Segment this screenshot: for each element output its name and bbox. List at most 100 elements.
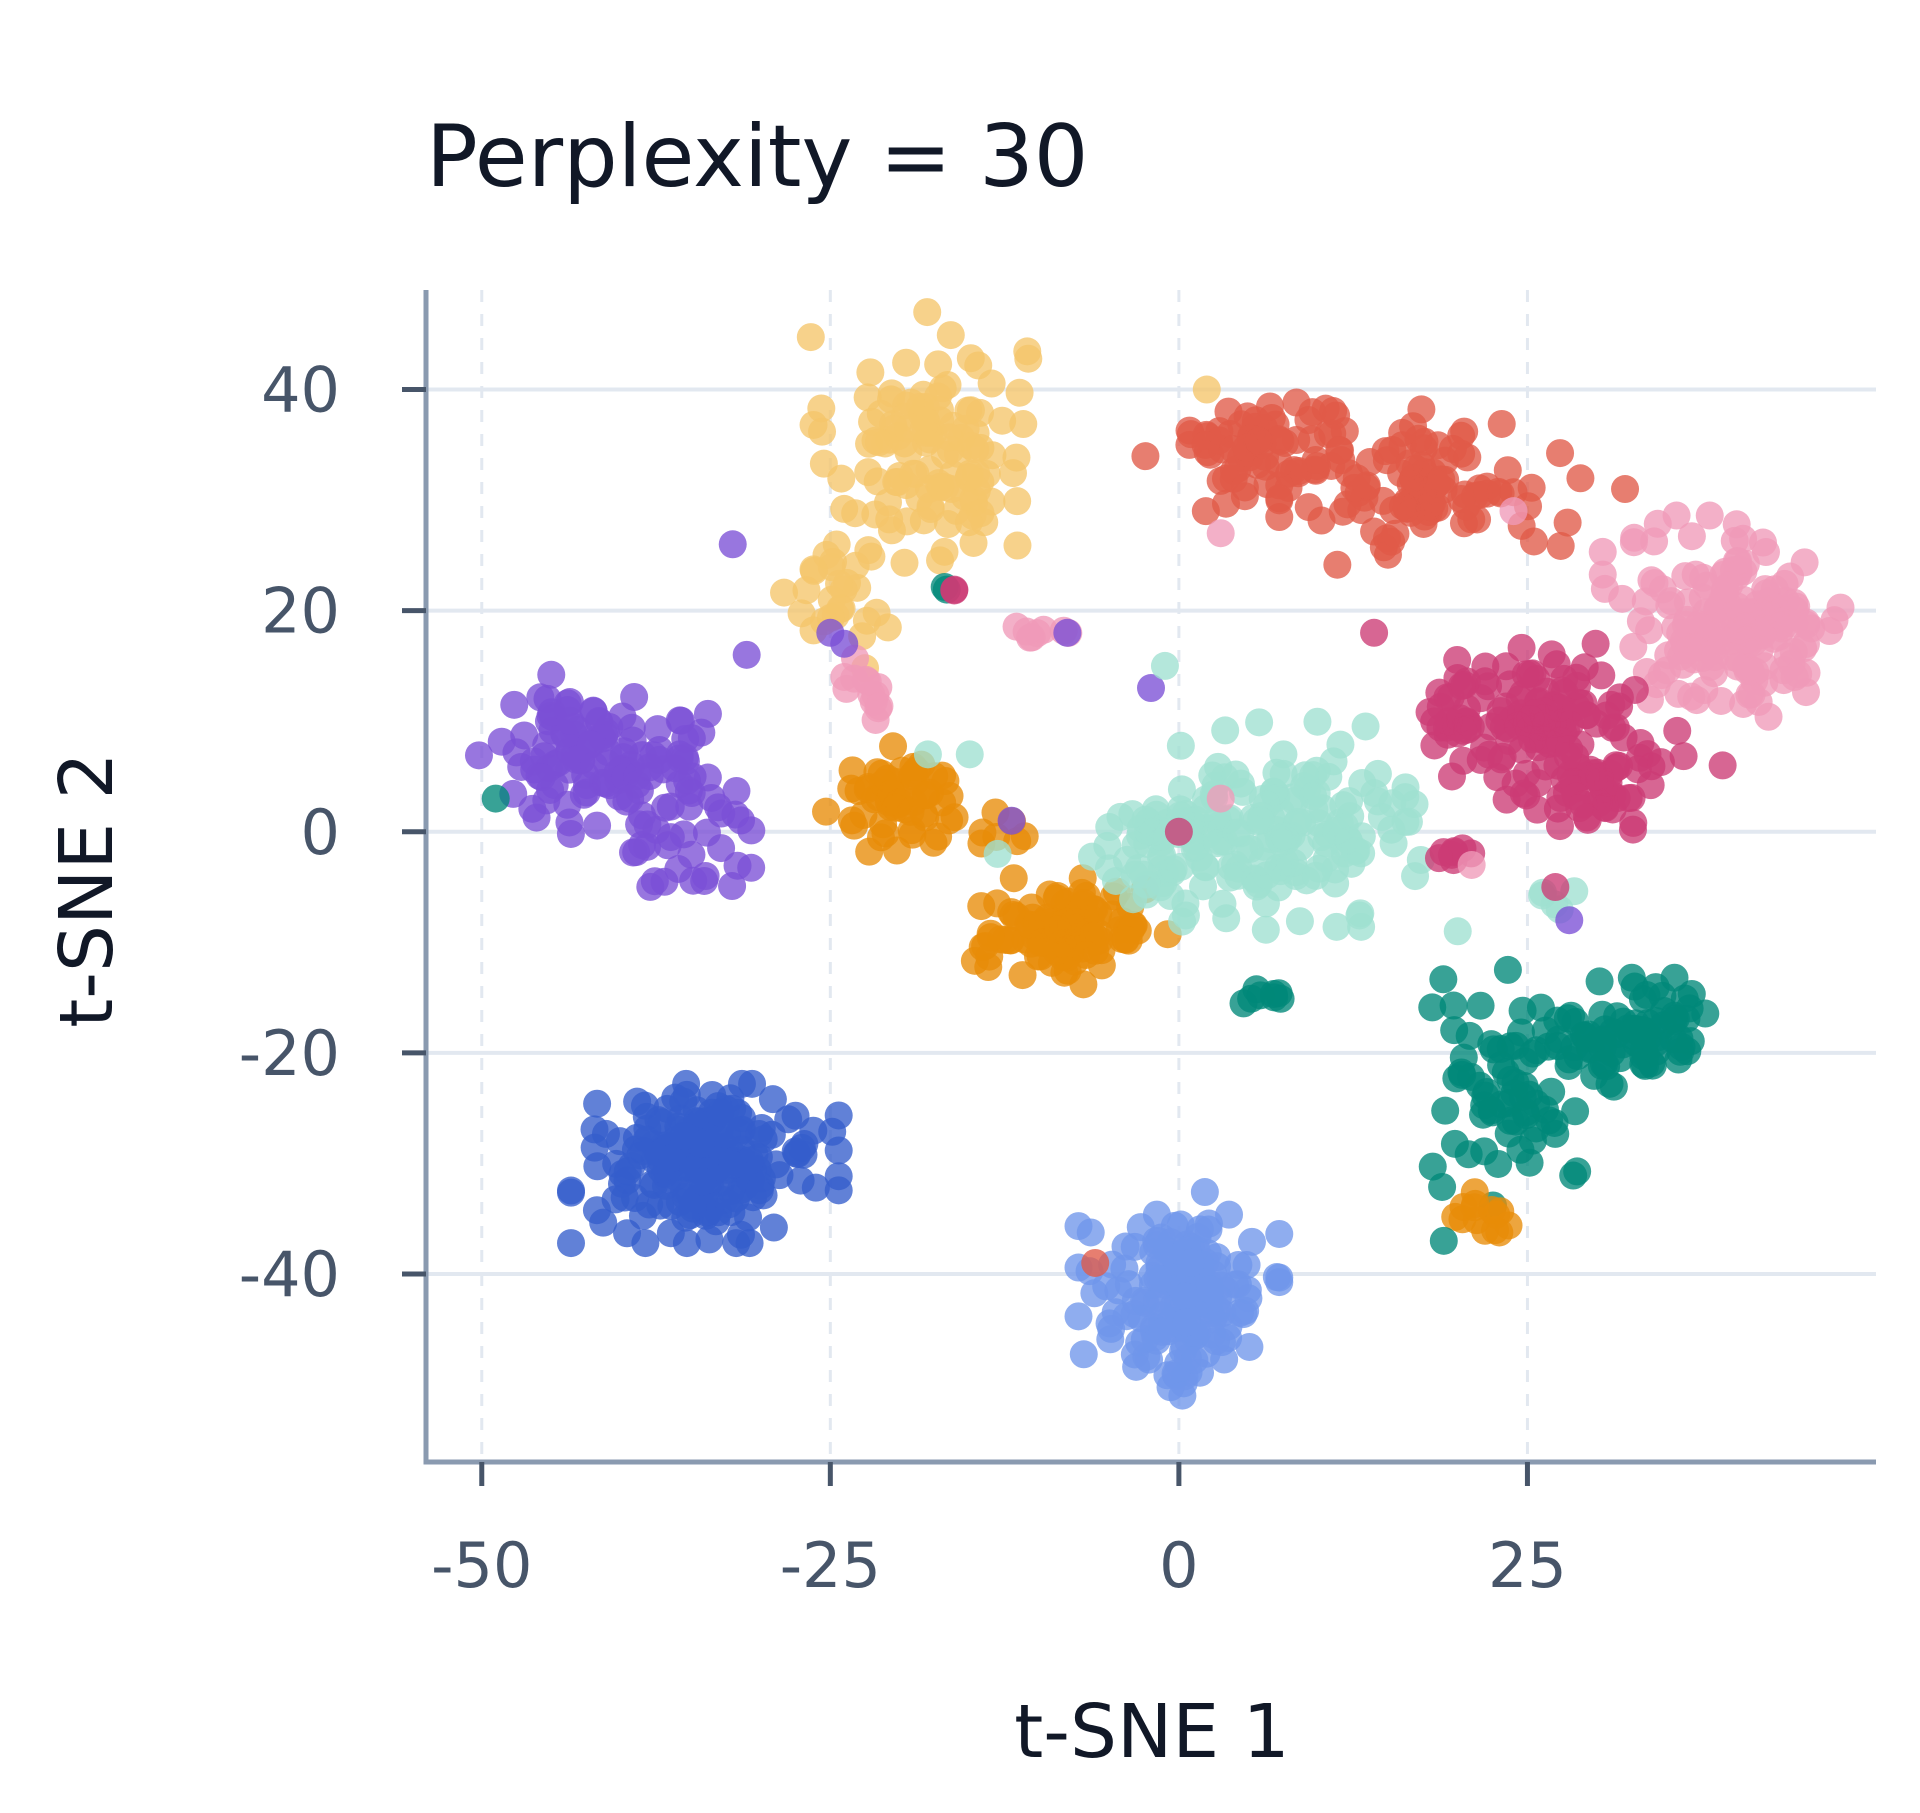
data-point (853, 667, 882, 696)
data-point (1206, 519, 1235, 548)
data-point (732, 640, 761, 669)
data-point (1695, 501, 1724, 530)
data-point (1507, 633, 1536, 662)
data-point (1190, 1178, 1219, 1207)
data-point (1345, 901, 1374, 930)
data-point (1215, 1200, 1244, 1229)
data-point (1611, 475, 1640, 504)
data-point (1562, 692, 1591, 721)
data-point (955, 740, 984, 769)
data-point (765, 1161, 794, 1190)
data-point (1603, 1019, 1632, 1048)
data-point (530, 742, 559, 771)
data-point (858, 407, 887, 436)
data-point (1233, 1276, 1262, 1305)
data-point (1580, 763, 1609, 792)
data-point (1585, 967, 1614, 996)
data-point (1212, 489, 1241, 518)
data-point (1696, 652, 1725, 681)
data-point (1379, 829, 1408, 858)
data-point (1653, 656, 1682, 685)
y-tick-label: 40 (261, 354, 340, 427)
chart-title: Perplexity = 30 (426, 107, 1089, 207)
data-point (1069, 1340, 1098, 1369)
data-point (1614, 784, 1643, 813)
data-point (1064, 1302, 1093, 1331)
data-point (688, 1167, 717, 1196)
data-point (913, 298, 942, 327)
data-point (1517, 473, 1546, 502)
data-point (1360, 618, 1389, 647)
data-point (1483, 763, 1512, 792)
data-point (983, 839, 1012, 868)
data-point (1420, 731, 1449, 760)
data-point (1168, 907, 1197, 936)
data-point (1609, 723, 1638, 752)
data-point (1168, 1381, 1197, 1410)
data-point (1641, 1028, 1670, 1057)
data-point (1148, 1317, 1177, 1346)
data-point (1447, 1058, 1476, 1087)
data-point (1118, 800, 1147, 829)
data-point (1431, 1096, 1460, 1125)
data-point (557, 1176, 585, 1205)
data-point (1244, 870, 1273, 899)
data-point (1553, 742, 1582, 771)
data-point (1418, 1152, 1447, 1181)
data-point (1211, 464, 1240, 493)
data-point (1035, 880, 1064, 909)
data-point (758, 1085, 787, 1114)
data-point (956, 431, 985, 460)
data-point (617, 713, 646, 742)
data-point (881, 793, 910, 822)
data-point (583, 1089, 612, 1118)
data-point (1776, 562, 1805, 591)
data-point (1229, 1300, 1258, 1329)
data-point (1237, 1227, 1266, 1256)
data-point (1206, 784, 1235, 813)
data-point (849, 800, 878, 829)
data-point (830, 662, 859, 691)
data-point (1509, 779, 1538, 808)
data-point (727, 1104, 756, 1133)
data-point (999, 864, 1028, 893)
data-point (500, 690, 529, 719)
data-point (692, 818, 721, 847)
data-point (1076, 1218, 1105, 1247)
data-point (770, 578, 799, 607)
data-point (1663, 716, 1692, 745)
data-point (1648, 575, 1677, 604)
data-point (481, 784, 510, 813)
data-point (801, 1173, 830, 1202)
data-point (1301, 445, 1330, 474)
data-point (1301, 861, 1330, 890)
data-point (616, 784, 645, 813)
data-point (1335, 787, 1364, 816)
data-point (892, 348, 921, 377)
data-point (1167, 775, 1196, 804)
data-point (745, 1176, 774, 1205)
data-point (926, 546, 955, 575)
data-point (1232, 433, 1261, 462)
data-point (1561, 1097, 1590, 1126)
data-point (1176, 1248, 1205, 1277)
data-point (718, 530, 747, 559)
data-point (1752, 596, 1781, 625)
data-point (1360, 779, 1389, 808)
data-point (924, 350, 953, 379)
data-point (1285, 907, 1314, 936)
data-point (1646, 748, 1675, 777)
data-point (1222, 818, 1251, 847)
data-point (1029, 615, 1058, 644)
data-point (643, 715, 672, 744)
data-point (787, 599, 816, 628)
data-point (759, 1213, 788, 1242)
data-point (1248, 847, 1277, 876)
data-point (734, 1203, 763, 1232)
data-point (1443, 645, 1472, 674)
data-point (1592, 701, 1621, 730)
data-point (1303, 707, 1332, 736)
data-point (610, 1183, 639, 1212)
data-point (1792, 610, 1821, 639)
data-point (893, 507, 922, 536)
